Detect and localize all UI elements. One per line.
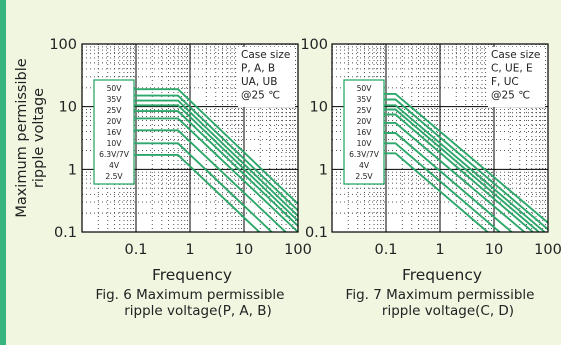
series-line-25V [134, 99, 298, 217]
case-size-note: P, A, B [241, 63, 275, 75]
series-line-20V [134, 104, 298, 222]
figure-caption: Fig. 7 Maximum permissible [346, 287, 535, 303]
y-axis-label: Maximum permissibleripple voltage [14, 58, 47, 217]
plot-frame [331, 43, 549, 233]
legend-label: 25V [107, 106, 123, 115]
series-line-2.5V [134, 153, 261, 232]
y-tick-label: 0.1 [54, 225, 77, 241]
legend-label: 10V [357, 139, 373, 148]
case-size-note: Case size [241, 49, 290, 61]
y-tick-label: 0.1 [305, 225, 328, 241]
chart-panel-2: 50V 35V 25V 20V 16V 10V 6.3V/7V 4V 2.5V Case size… [300, 37, 561, 319]
legend-label: 4V [109, 161, 120, 170]
case-size-note: UA, UB [241, 76, 277, 88]
series-line-35V [384, 98, 548, 231]
note-background [238, 47, 295, 107]
x-tick-label: 1 [435, 242, 444, 258]
series-lines [134, 88, 298, 232]
y-tick-label: 100 [300, 37, 328, 53]
y-tick-label: 1 [319, 162, 328, 178]
legend-label: 4V [359, 161, 370, 170]
y-tick-label: 1 [68, 162, 77, 178]
case-size-note: Case size [491, 49, 540, 61]
note-background [488, 47, 545, 107]
series-line-25V [384, 104, 547, 232]
series-line-10V [134, 117, 298, 232]
series-line-4V [134, 142, 274, 232]
x-axis-label: Frequency [152, 266, 232, 284]
y-tick-label: 10 [310, 100, 328, 116]
series-line-6.3V/7V [134, 129, 288, 232]
series-line-50V [384, 92, 548, 224]
legend-box [93, 79, 135, 185]
series-line-50V [134, 88, 298, 205]
y-axis-label-line: Maximum permissible [14, 58, 30, 217]
series-line-16V [384, 113, 535, 232]
figure-caption: ripple voltage(P, A, B) [124, 303, 272, 319]
legend-label: 50V [107, 84, 123, 93]
x-tick-label: 10 [485, 242, 503, 258]
chart-panel-1: 50V 35V 25V 20V 16V 10V 6.3V/7V 4V 2.5V Case size… [49, 37, 312, 319]
y-axis-label-line: ripple voltage [31, 88, 47, 188]
legend-box [343, 79, 385, 185]
legend-label: 35V [107, 95, 123, 104]
series-line-6.3V/7V [384, 132, 514, 232]
legend-label: 35V [357, 95, 373, 104]
legend-label: 2.5V [105, 172, 123, 181]
series-line-35V [134, 94, 298, 212]
legend-label: 10V [107, 139, 123, 148]
x-tick-label: 1 [185, 242, 194, 258]
legend-label: 2.5V [355, 172, 373, 181]
x-tick-label: 0.1 [374, 242, 397, 258]
case-size-note: C, UE, E [491, 63, 533, 75]
legend-label: 6.3V/7V [349, 150, 380, 159]
legend-label: 16V [357, 128, 373, 137]
case-size-note: @25 ℃ [491, 90, 530, 102]
accent-bar [0, 0, 6, 345]
figure-caption: ripple voltage(C, D) [382, 303, 514, 319]
series-line-2.5V [384, 152, 490, 232]
plot-frame [81, 43, 299, 233]
legend-label: 50V [357, 84, 373, 93]
series-lines [384, 92, 548, 232]
legend-label: 25V [357, 106, 373, 115]
x-tick-label: 0.1 [124, 242, 147, 258]
case-size-note: @25 ℃ [241, 90, 280, 102]
y-tick-label: 10 [59, 100, 77, 116]
legend-label: 6.3V/7V [99, 150, 130, 159]
legend-label: 20V [107, 117, 123, 126]
x-tick-label: 100 [284, 242, 312, 258]
case-size-note: F, UC [491, 76, 519, 88]
series-line-16V [134, 110, 298, 227]
series-line-4V [384, 142, 502, 232]
y-tick-label: 100 [49, 37, 77, 53]
figure-caption: Fig. 6 Maximum permissible [96, 287, 285, 303]
series-line-10V [384, 121, 526, 232]
x-tick-label: 10 [235, 242, 253, 258]
x-tick-label: 100 [534, 242, 561, 258]
x-axis-label: Frequency [402, 266, 482, 284]
legend-label: 16V [107, 128, 123, 137]
series-line-20V [384, 108, 541, 232]
legend-label: 20V [357, 117, 373, 126]
